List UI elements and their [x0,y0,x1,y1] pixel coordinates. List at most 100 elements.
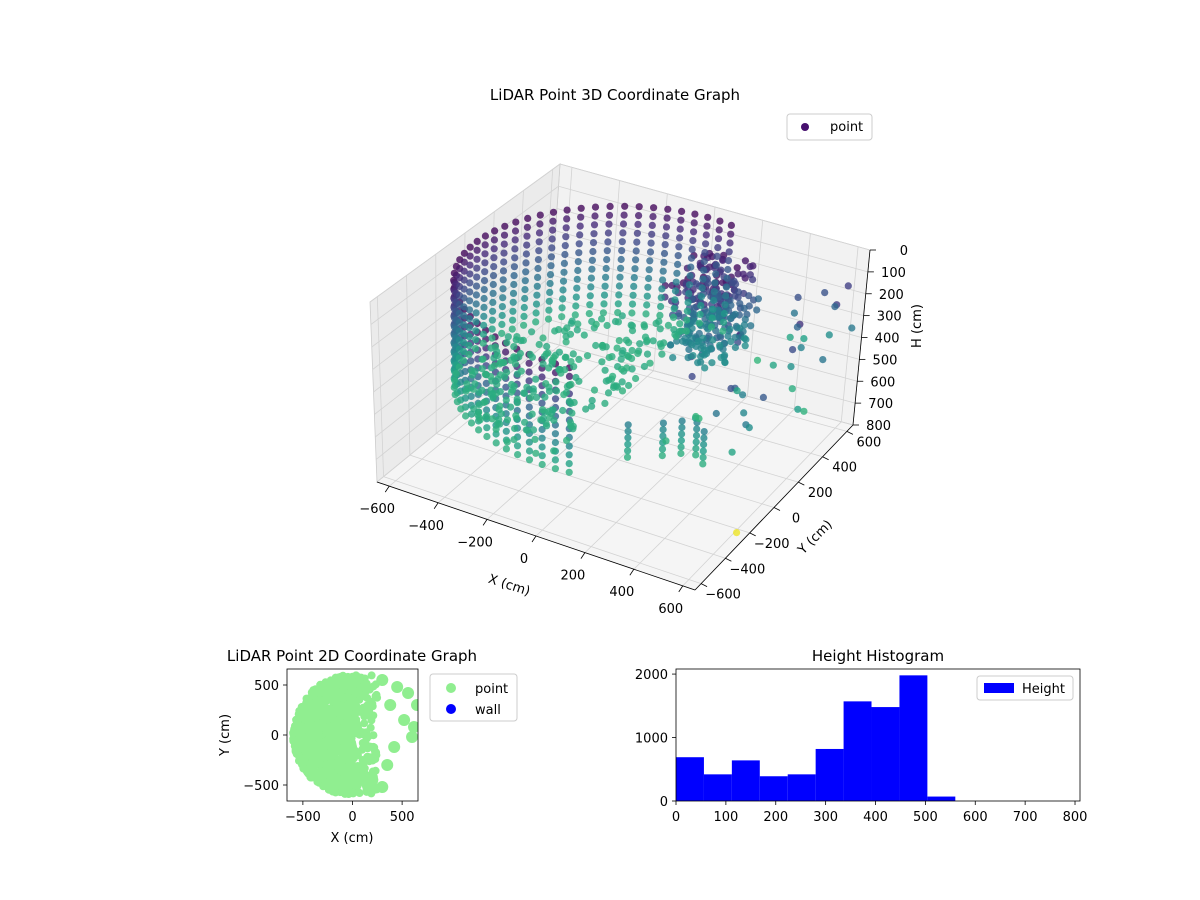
point-2d [349,723,358,732]
point-2d [330,688,338,697]
point-3d [510,263,518,271]
point-3d [620,211,628,219]
y-tick-label-2d: 500 [254,679,279,694]
point-3d [640,321,648,329]
point-3d [648,221,656,229]
point-3d [513,395,521,403]
point-3d [481,259,489,267]
point-3d [671,287,680,295]
point-3d [496,402,504,410]
y-tick-3d [846,430,854,435]
point-3d [671,296,679,304]
histogram-frame [675,668,1081,802]
point-3d [659,276,667,284]
point-3d [483,406,491,414]
point-2d [335,730,344,738]
point-3d [525,403,533,411]
point-3d [689,310,697,318]
y-tick-label-3d: 0 [792,512,800,527]
legend-2d-wall-label: wall [475,703,501,718]
point-3d [508,380,516,389]
point-3d [660,249,669,258]
point-2d [325,723,333,732]
point-3d [635,203,643,211]
point-3d [632,374,640,383]
point-3d [480,277,489,285]
y-tick-label-3d: 200 [808,486,833,501]
point-3d [510,272,518,280]
point-3d [648,230,656,238]
points-3d [450,202,856,537]
point-3d [621,202,629,210]
point-3d [731,333,739,341]
point-3d [649,213,657,221]
point-2d [361,731,370,740]
point-2d [324,682,333,691]
point-3d [488,325,496,333]
point-3d [563,206,571,214]
point-3d [606,202,614,210]
point-3d [513,333,521,341]
point-3d [753,356,762,364]
point-3d [663,214,671,222]
point-3d [538,399,546,407]
point-3d [532,309,540,317]
point-3d [592,320,600,328]
point-3d [713,252,721,260]
point-3d [587,283,595,291]
point-3d [628,300,637,308]
y-tick-3d [725,557,732,562]
point-2d [328,748,337,757]
point-3d [511,245,519,253]
histogram-x-tick-label: 100 [713,810,738,825]
point-3d [624,440,632,448]
point-3d [521,277,529,285]
point-3d [694,359,702,367]
point-2d [361,680,370,689]
point-3d [588,402,596,410]
point-3d [734,288,743,296]
point-2d [291,746,300,755]
point-3d [535,238,543,246]
point-3d [848,324,856,332]
point-3d [500,249,508,257]
point-3d [487,386,495,394]
point-2d [334,693,343,702]
point-3d [510,353,518,361]
point-3d [731,310,739,318]
point-3d [740,409,748,417]
point-3d [479,339,487,347]
point-3d [565,460,573,468]
point-3d [601,366,609,374]
point-2d [332,706,341,715]
point-3d [562,224,570,232]
point-3d [688,372,696,381]
point-3d [790,309,799,317]
point-3d [533,291,541,299]
point-3d [534,264,542,273]
point-3d [688,245,696,253]
point-3d [492,389,500,397]
point-3d [695,319,704,327]
point-3d [629,291,637,299]
point-3d [710,296,718,305]
point-3d [575,249,583,257]
point-3d [664,321,673,329]
point-3d [618,387,627,395]
point-3d [465,350,473,359]
point-3d [563,215,571,223]
point-3d [573,326,581,334]
point-3d [551,456,560,464]
point-3d [498,329,506,337]
point-3d [670,305,678,313]
point-3d [559,406,567,415]
point-3d [787,363,795,371]
point-3d [536,220,544,228]
point-3d [532,300,541,308]
point-3d [598,358,606,366]
point-3d [567,380,575,388]
point-2d [305,712,314,721]
point-3d [529,385,537,393]
point-3d [609,372,617,380]
